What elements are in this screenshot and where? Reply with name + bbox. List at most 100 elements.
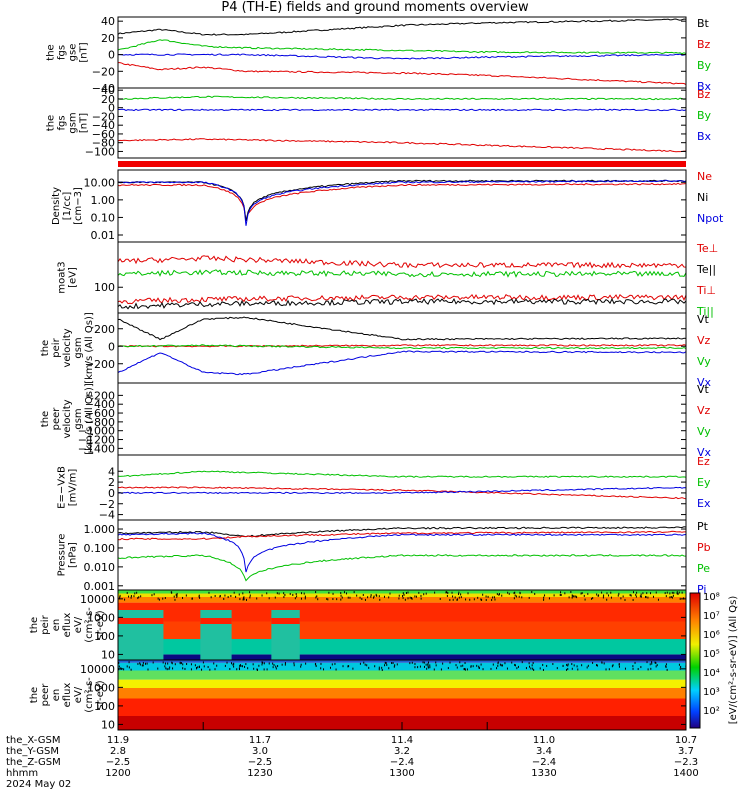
- spectro-speckle: [673, 591, 675, 594]
- spectro-speckle: [242, 592, 244, 595]
- spectro-speckle: [153, 593, 155, 596]
- spectro-speckle: [603, 662, 605, 665]
- spectro-speckle: [655, 665, 657, 668]
- series-line-Ex: [118, 486, 686, 495]
- spectro-speckle: [169, 666, 171, 669]
- spectro-speckle: [608, 668, 610, 671]
- series-group-density: [118, 179, 686, 226]
- y-tick-label: −80: [92, 137, 115, 150]
- spectro-speckle: [347, 665, 349, 668]
- spectro-speckle: [126, 591, 128, 594]
- spectro-speckle: [199, 596, 201, 599]
- spectro-speckle: [492, 663, 494, 666]
- spectro-speckle: [223, 597, 225, 600]
- y-tick-label: 0: [108, 102, 115, 115]
- panel-peer_en_eflux: 10000 1000 100 10 the peer en eflux eV/(cm²-s-sr…: [29, 659, 687, 731]
- spectro-speckle: [176, 592, 178, 595]
- spectro-speckle: [128, 595, 130, 598]
- panel-fgs_gse: 40 20 0 −20 −40 the fgs gse [nT] Bt Bz By Bx: [46, 15, 712, 95]
- spectro-speckle: [464, 668, 466, 671]
- spectro-speckle: [580, 592, 582, 595]
- spectro-speckle: [173, 595, 175, 598]
- spectro-speckle: [460, 596, 462, 599]
- spectro-speckle: [140, 595, 142, 598]
- x-axis-value: 3.4: [536, 746, 552, 757]
- spectro-speckle: [239, 664, 241, 667]
- spectro-speckle: [435, 661, 437, 664]
- spectro-speckle: [457, 593, 459, 596]
- spectro-speckle: [487, 595, 489, 598]
- y-axis-label: (cm²-s-: [84, 677, 95, 713]
- spectro-speckle: [496, 593, 498, 596]
- y-axis-label: eflux: [62, 613, 73, 638]
- y-tick-label: 10.00: [84, 176, 116, 189]
- series-line-Ni: [118, 179, 686, 221]
- y-tick-label: 0.01: [91, 229, 116, 242]
- spectro-speckle: [423, 661, 425, 664]
- spectro-speckle: [134, 592, 136, 595]
- y-tick-label: 20: [101, 93, 115, 106]
- spectro-speckle: [341, 596, 343, 599]
- spectro-speckle: [542, 668, 544, 671]
- spectro-speckle: [182, 663, 184, 666]
- spectro-speckle: [175, 593, 177, 596]
- legend-entry: By: [697, 109, 712, 122]
- spectro-speckle: [176, 594, 178, 597]
- spectro-speckle: [591, 597, 593, 600]
- spectro-speckle: [198, 595, 200, 598]
- spectro-speckle: [305, 662, 307, 665]
- spectro-speckle: [359, 662, 361, 665]
- spectro-speckle: [458, 591, 460, 594]
- spectro-speckle: [394, 664, 396, 667]
- spectrogram-peer_en_eflux: [118, 660, 686, 730]
- spectro-speckle: [656, 664, 658, 667]
- spectro-speckle: [274, 596, 276, 599]
- spectro-band: [118, 597, 686, 603]
- spectro-speckle: [642, 592, 644, 595]
- y-tick-label: −2: [99, 498, 115, 511]
- spectro-speckle: [213, 662, 215, 665]
- spectro-speckle: [293, 662, 295, 665]
- spectro-speckle: [434, 591, 436, 594]
- spectro-speckle: [185, 594, 187, 597]
- legend-entry: Ne: [697, 170, 712, 183]
- spectro-speckle: [410, 596, 412, 599]
- x-axis: the_X-GSM 11.9 11.7 11.4 11.0 10.7 the_Y-GSM 2.…: [6, 722, 699, 790]
- panel-peer_velocity: −200−400−600−800−1000−1200−1400 the peer ve…: [40, 382, 712, 459]
- spectro-speckle: [647, 596, 649, 599]
- spectro-speckle: [544, 594, 546, 597]
- spectro-speckle: [514, 663, 516, 666]
- spectro-speckle: [402, 595, 404, 598]
- y-tick-label: 0.100: [84, 542, 116, 555]
- legend-entry: Vt: [697, 383, 710, 396]
- legend-entry: Ti⊥: [696, 284, 716, 297]
- x-axis-row-name: the_Y-GSM: [6, 746, 59, 757]
- legend-entry: Bz: [697, 88, 711, 101]
- spectro-speckle: [651, 661, 653, 664]
- spectro-speckle: [655, 591, 657, 594]
- plot-title: P4 (TH-E) fields and ground moments over…: [221, 0, 529, 15]
- spectro-speckle: [207, 665, 209, 668]
- y-tick-label: 1.000: [84, 523, 116, 536]
- y-tick-label: −1000: [78, 425, 115, 438]
- spectro-speckle: [425, 592, 427, 595]
- spectro-band: [118, 698, 686, 716]
- legend-entry: Bx: [697, 80, 712, 93]
- x-axis-value: 1400: [673, 768, 698, 779]
- spectro-speckle: [348, 665, 350, 668]
- spectro-speckle: [407, 597, 409, 600]
- spectro-band: [118, 621, 686, 639]
- y-tick-label: 1.00: [91, 194, 116, 207]
- spectro-speckle: [640, 666, 642, 669]
- spectro-speckle: [491, 598, 493, 601]
- spectro-speckle: [398, 597, 400, 600]
- spectro-speckle: [301, 592, 303, 595]
- y-tick-label: 10000: [80, 593, 115, 606]
- spectro-speckle: [534, 592, 536, 595]
- spectro-speckle: [598, 594, 600, 597]
- spectro-speckle: [504, 662, 506, 665]
- spectro-speckle: [174, 598, 176, 601]
- spectro-speckle: [657, 598, 659, 601]
- red-bar: [118, 161, 686, 167]
- spectro-speckle: [567, 667, 569, 670]
